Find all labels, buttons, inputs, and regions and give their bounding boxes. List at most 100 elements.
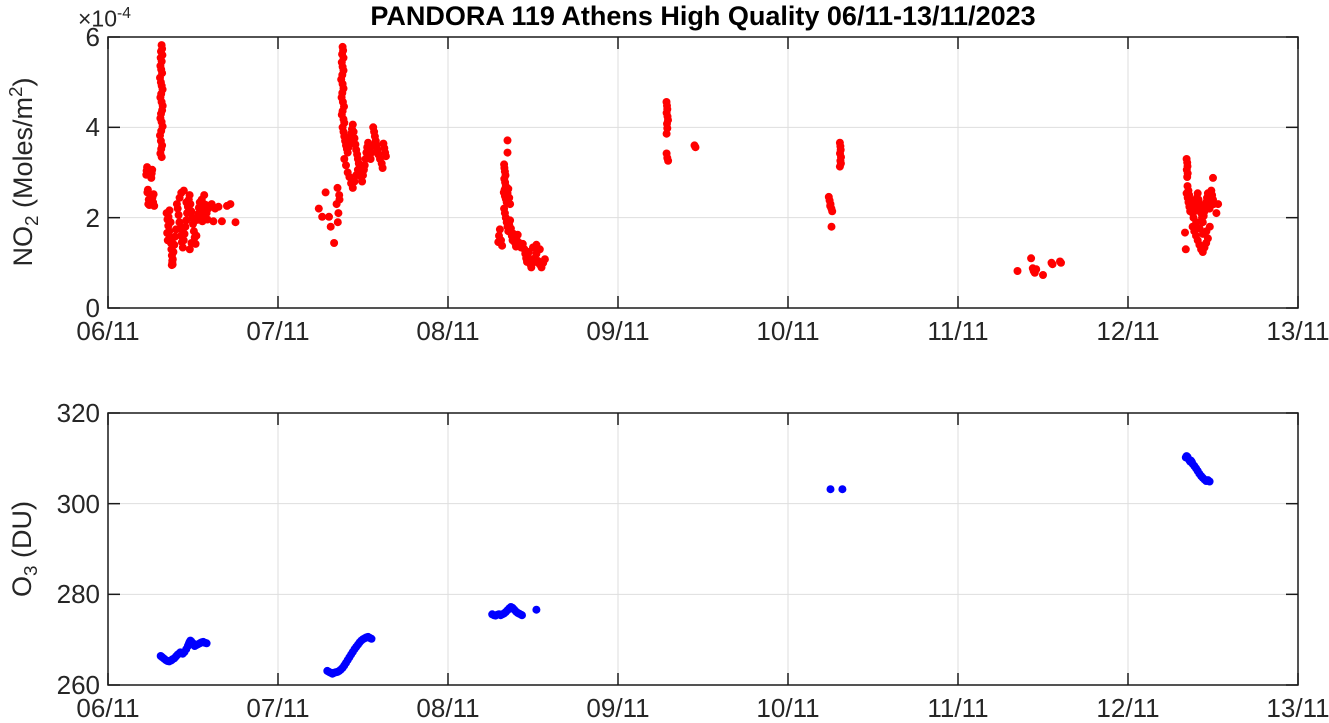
data-point [226, 200, 235, 209]
no2-y-tick-label: 6 [85, 22, 100, 52]
data-point [1192, 218, 1201, 227]
data-point [340, 155, 349, 163]
no2-x-tick-label: 12/11 [1096, 316, 1160, 346]
data-point [231, 218, 240, 227]
data-point [662, 129, 671, 138]
data-point [333, 218, 342, 227]
no2-x-tick-label: 06/11 [76, 316, 140, 346]
data-point [330, 239, 339, 247]
data-point [366, 155, 375, 163]
exponent-power: -4 [117, 5, 131, 22]
data-point [540, 255, 549, 264]
no2-y-tick-label: 0 [85, 293, 100, 323]
data-point [202, 639, 211, 648]
o3-x-tick-label: 07/11 [246, 693, 310, 723]
data-point [350, 177, 359, 186]
no2-points [142, 41, 1223, 279]
data-point [143, 185, 152, 194]
data-point [506, 200, 515, 209]
no2-plot [107, 36, 1299, 309]
data-point [203, 215, 212, 224]
data-point [691, 143, 700, 152]
data-point [149, 190, 158, 199]
data-point [827, 222, 836, 231]
data-point [826, 201, 835, 210]
data-point [326, 222, 335, 231]
data-point [150, 201, 159, 210]
o3-points [156, 452, 1214, 678]
data-point [318, 212, 327, 221]
data-point [181, 222, 190, 231]
data-point [173, 204, 182, 213]
data-point [835, 162, 844, 171]
data-point [353, 165, 362, 174]
data-point [179, 186, 188, 195]
data-point [192, 231, 201, 240]
data-point [334, 209, 343, 218]
data-point [180, 229, 189, 238]
data-point [360, 161, 369, 170]
figure-title: PANDORA 119 Athens High Quality 06/11-13… [370, 1, 1036, 31]
data-point [1193, 189, 1202, 198]
o3-y-tick-label: 260 [56, 670, 100, 700]
data-point [367, 634, 376, 643]
data-point [187, 207, 196, 216]
data-point [1181, 245, 1190, 254]
no2-x-tick-label: 13/11 [1266, 316, 1329, 346]
no2-axes-box [107, 36, 1299, 309]
data-point [1205, 222, 1214, 231]
exponent-base: ×10 [78, 5, 118, 32]
o3-x-tick-label: 11/11 [927, 693, 989, 723]
data-point [166, 218, 175, 227]
data-point [148, 165, 157, 174]
data-point [378, 164, 387, 172]
data-point [1057, 258, 1065, 267]
o3-x-tick-label: 08/11 [416, 693, 480, 723]
data-point [348, 183, 357, 192]
data-point [168, 234, 177, 242]
data-point [826, 485, 835, 494]
data-point [838, 485, 847, 494]
data-point [209, 217, 218, 226]
data-point [169, 248, 178, 256]
data-point [170, 240, 179, 249]
data-point [314, 204, 323, 213]
data-point [1048, 260, 1057, 269]
data-point [349, 127, 358, 136]
data-point [178, 243, 187, 252]
data-point [185, 191, 194, 200]
o3-x-tick-label: 12/11 [1096, 693, 1160, 723]
data-point [214, 202, 223, 211]
data-point [182, 198, 191, 207]
data-point [513, 230, 522, 239]
data-point [348, 120, 357, 129]
data-point [1214, 200, 1223, 209]
no2-x-tick-label: 09/11 [586, 316, 650, 346]
data-point [217, 217, 226, 226]
data-point [321, 188, 330, 197]
o3-axes-box [107, 412, 1299, 686]
data-point [325, 212, 333, 221]
data-point [503, 136, 512, 145]
data-point [185, 245, 194, 254]
no2-y-tick-label: 2 [85, 202, 100, 233]
data-point [200, 191, 209, 200]
data-point [1032, 265, 1041, 274]
no2-x-tick-label: 11/11 [927, 316, 989, 346]
data-point [1013, 267, 1022, 275]
no2-y-tick-label: 4 [85, 112, 100, 143]
data-point [335, 195, 344, 204]
data-point [175, 218, 184, 227]
o3-y-tick-label: 280 [56, 579, 100, 610]
data-point [1186, 207, 1195, 216]
data-point [1205, 477, 1214, 486]
no2-x-tick-label: 10/11 [756, 316, 820, 346]
o3-y-tick-label: 320 [56, 398, 100, 428]
data-point [165, 206, 174, 215]
data-point [504, 184, 513, 193]
data-point [163, 229, 172, 237]
data-point [505, 193, 514, 202]
o3-x-tick-label: 13/11 [1266, 693, 1329, 723]
